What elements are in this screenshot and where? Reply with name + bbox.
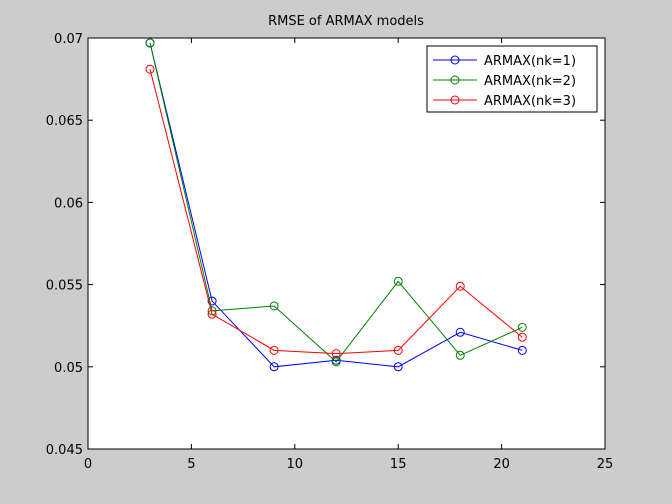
data-point — [517, 322, 527, 332]
data-point — [517, 345, 527, 355]
legend-marker — [450, 75, 460, 85]
data-point — [269, 362, 279, 372]
axis-ticks: 0 5 10 15 20 25 0.045 0.05 0.055 0.06 0.065 0.07 — [46, 32, 613, 472]
legend-box — [426, 45, 598, 113]
y-tick-label: 0.05 — [54, 361, 83, 376]
data-point — [207, 306, 217, 316]
x-tick-label: 20 — [493, 457, 510, 472]
data-point — [455, 327, 465, 337]
legend-label: ARMAX(nk=3) — [484, 94, 576, 109]
data-point — [393, 276, 403, 286]
x-tick-label: 15 — [390, 457, 407, 472]
data-point — [393, 345, 403, 355]
legend-marker — [450, 95, 460, 105]
legend-entry: ARMAX(nk=2) — [433, 74, 576, 89]
x-tick-label: 0 — [84, 457, 92, 472]
legend-marker — [450, 55, 460, 65]
data-point — [145, 38, 155, 48]
y-tick-label: 0.07 — [54, 32, 83, 47]
data-point — [455, 350, 465, 360]
y-tick-label: 0.065 — [46, 114, 83, 129]
legend: ARMAX(nk=1) ARMAX(nk=2) ARMAX(nk=3) — [426, 45, 598, 113]
series-3 — [145, 64, 527, 359]
data-point — [207, 309, 217, 319]
series-line — [149, 69, 523, 355]
chart-title: RMSE of ARMAX models — [268, 14, 424, 29]
series-line — [149, 42, 523, 368]
data-point — [393, 362, 403, 372]
y-tick-label: 0.045 — [46, 443, 83, 458]
data-point — [207, 296, 217, 306]
data-point — [145, 64, 155, 74]
x-tick-label: 5 — [187, 457, 195, 472]
legend-label: ARMAX(nk=1) — [484, 54, 576, 69]
series-layer — [145, 38, 527, 372]
legend-label: ARMAX(nk=2) — [484, 74, 576, 89]
series-line — [149, 42, 523, 363]
data-point — [269, 301, 279, 311]
y-tick-label: 0.06 — [54, 196, 83, 211]
data-point — [269, 345, 279, 355]
y-tick-label: 0.055 — [46, 279, 83, 294]
x-tick-label: 25 — [597, 457, 614, 472]
x-tick-label: 10 — [287, 457, 304, 472]
data-point — [517, 332, 527, 342]
data-point — [331, 349, 341, 359]
legend-entry: ARMAX(nk=1) — [433, 54, 576, 69]
data-point — [455, 281, 465, 291]
legend-entry: ARMAX(nk=3) — [433, 94, 576, 109]
